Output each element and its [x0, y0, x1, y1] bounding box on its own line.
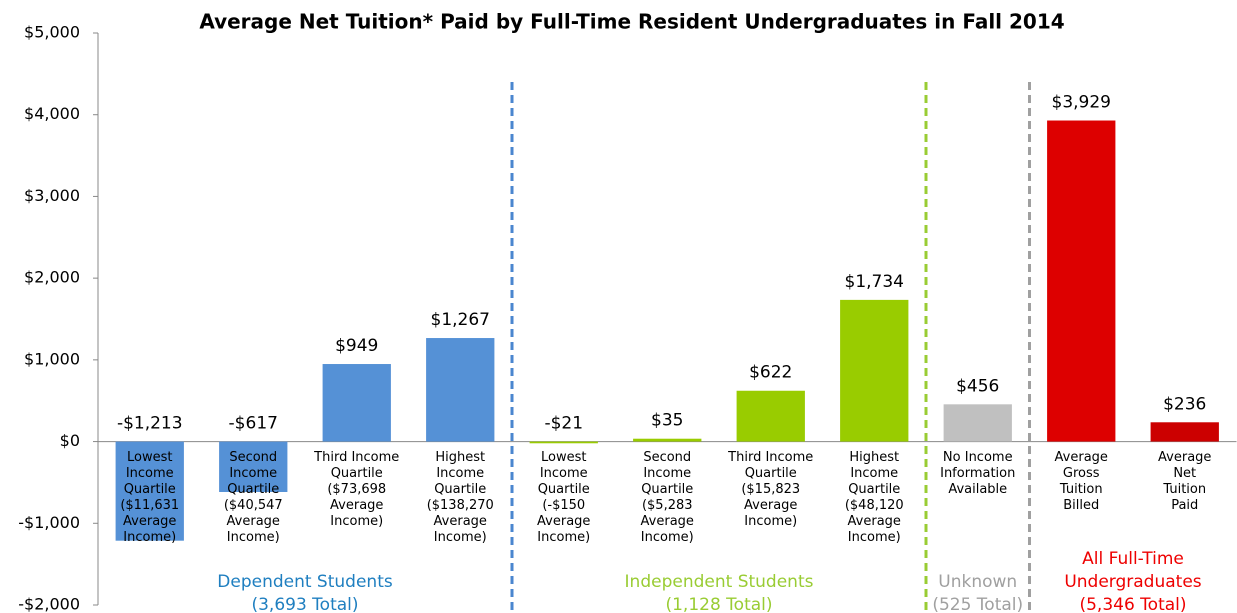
bar [633, 438, 702, 442]
y-tick-label: $1,000 [24, 349, 80, 368]
value-label: -$1,213 [117, 414, 183, 434]
y-tick-label: $3,000 [24, 186, 80, 205]
y-tick-label: -$1,000 [18, 513, 80, 532]
bar [115, 441, 184, 541]
x-tick-label: Average Net Tuition Paid [1158, 450, 1211, 513]
value-label: $456 [956, 376, 999, 396]
value-label: $622 [749, 363, 792, 383]
bar [1150, 422, 1219, 442]
x-tick-label: Highest Income Quartile ($138,270 Average Inc… [427, 450, 494, 545]
x-tick-label: Third Income Quartile ($73,698 Average Incom… [313, 450, 399, 529]
value-label: $1,734 [845, 272, 904, 292]
x-tick-label: No Income Information Available [940, 450, 1015, 497]
value-label: $35 [651, 411, 683, 431]
bar [736, 390, 805, 442]
value-label: $1,267 [431, 310, 490, 330]
bar [1047, 120, 1116, 442]
x-tick-label: Highest Income Quartile ($48,120 Average Inco… [845, 450, 904, 545]
bar [219, 441, 288, 492]
bar [840, 299, 909, 442]
y-tick-label: $0 [60, 431, 80, 450]
x-tick-label: Third Income Quartile ($15,823 Average Incom… [727, 450, 813, 529]
value-label: -$617 [229, 414, 278, 434]
chart-title: Average Net Tuition* Paid by Full-Time R… [199, 10, 1064, 34]
group-label: Independent Students (1,128 Total) [625, 572, 814, 613]
y-tick-label: $5,000 [24, 23, 80, 42]
y-tick-label: $2,000 [24, 268, 80, 287]
bar [529, 441, 598, 444]
value-label: -$21 [544, 414, 583, 434]
value-label: $949 [335, 336, 378, 356]
group-label: Dependent Students (3,693 Total) [217, 572, 393, 613]
x-tick-label: Second Income Quartile ($5,283 Average Income… [641, 450, 694, 545]
y-tick-label: -$2,000 [18, 595, 80, 613]
bar [426, 338, 495, 442]
value-label: $3,929 [1052, 93, 1111, 113]
bar [322, 364, 391, 442]
x-tick-label: Lowest Income Quartile ($11,631 Average Incom… [120, 450, 179, 545]
y-tick-label: $4,000 [24, 104, 80, 123]
x-tick-label: Average Gross Tuition Billed [1055, 450, 1108, 513]
value-label: $236 [1163, 394, 1206, 414]
group-label: All Full-Time Undergraduates (5,346 Total) [1064, 549, 1201, 613]
x-tick-label: Lowest Income Quartile (-$150 Average Income) [537, 450, 590, 545]
group-label: Unknown (525 Total) [932, 572, 1023, 613]
x-tick-label: Second Income Quartile ($40,547 Average Incom… [224, 450, 283, 545]
bar [943, 404, 1012, 442]
